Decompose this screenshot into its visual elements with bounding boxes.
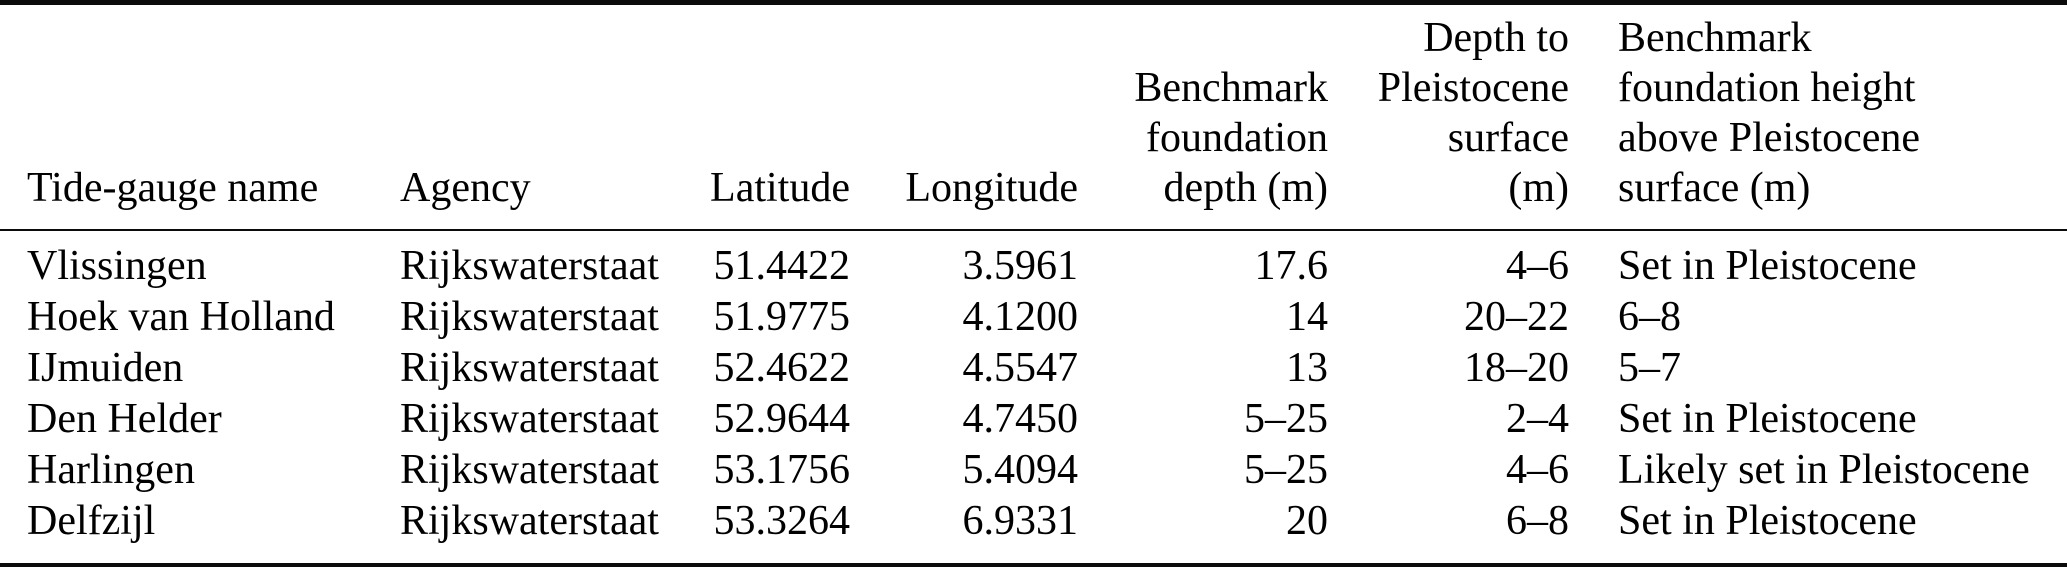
header-cell-depth-to-pleistocene-surface: Depth to Pleistocene surface (m) [1328, 2, 1569, 231]
header-cell-longitude: Longitude [850, 2, 1078, 231]
cell-tide-gauge-name: Delfzijl [27, 498, 156, 544]
cell-depth-to-pleistocene-surface: 4–6 [1506, 447, 1569, 493]
table-row-vlissingen: Vlissingen Rijkswaterstaat 51.4422 3.596… [0, 230, 2067, 292]
cell-latitude: 52.4622 [713, 345, 851, 391]
cell-longitude: 4.5547 [962, 345, 1079, 391]
cell-benchmark-foundation-height: Likely set in Pleistocene [1618, 447, 2030, 493]
cell-agency: Rijkswaterstaat [400, 243, 659, 289]
cell-tide-gauge-name: Den Helder [27, 396, 222, 442]
cell-benchmark-foundation-height: Set in Pleistocene [1618, 396, 1917, 442]
cell-benchmark-foundation-depth: 5–25 [1244, 396, 1328, 442]
cell-benchmark-foundation-height: Set in Pleistocene [1618, 498, 1917, 544]
cell-tide-gauge-name: Vlissingen [27, 243, 207, 289]
table-row-harlingen: Harlingen Rijkswaterstaat 53.1756 5.4094… [0, 445, 2067, 496]
table-header-row: Tide-gauge name Agency Latitude Longitud… [0, 2, 2067, 231]
cell-longitude: 3.5961 [962, 243, 1079, 289]
cell-agency: Rijkswaterstaat [400, 498, 659, 544]
cell-longitude: 6.9331 [962, 498, 1079, 544]
header-cell-tide-gauge-name: Tide-gauge name [0, 2, 400, 231]
table-header: Tide-gauge name Agency Latitude Longitud… [0, 2, 2067, 231]
table-row-hoek-van-holland: Hoek van Holland Rijkswaterstaat 51.9775… [0, 292, 2067, 343]
table-row-delfzijl: Delfzijl Rijkswaterstaat 53.3264 6.9331 … [0, 496, 2067, 565]
cell-longitude: 4.7450 [962, 396, 1079, 442]
cell-depth-to-pleistocene-surface: 2–4 [1506, 396, 1569, 442]
cell-benchmark-foundation-depth: 13 [1286, 345, 1328, 391]
cell-depth-to-pleistocene-surface: 18–20 [1464, 345, 1569, 391]
cell-agency: Rijkswaterstaat [400, 396, 659, 442]
cell-tide-gauge-name: IJmuiden [27, 345, 184, 391]
header-cell-benchmark-foundation-depth: Benchmark foundation depth (m) [1078, 2, 1328, 231]
cell-agency: Rijkswaterstaat [400, 345, 659, 391]
cell-longitude: 5.4094 [962, 447, 1079, 493]
cell-depth-to-pleistocene-surface: 6–8 [1506, 498, 1569, 544]
cell-depth-to-pleistocene-surface: 4–6 [1506, 243, 1569, 289]
cell-benchmark-foundation-depth: 14 [1286, 294, 1328, 340]
header-cell-agency: Agency [400, 2, 700, 231]
cell-agency: Rijkswaterstaat [400, 447, 659, 493]
cell-benchmark-foundation-height: 6–8 [1618, 294, 1681, 340]
table-body: Vlissingen Rijkswaterstaat 51.4422 3.596… [0, 230, 2067, 565]
table-row-den-helder: Den Helder Rijkswaterstaat 52.9644 4.745… [0, 394, 2067, 445]
cell-latitude: 53.3264 [713, 498, 851, 544]
table-row-ijmuiden: IJmuiden Rijkswaterstaat 52.4622 4.5547 … [0, 343, 2067, 394]
cell-benchmark-foundation-depth: 5–25 [1244, 447, 1328, 493]
header-cell-latitude: Latitude [700, 2, 850, 231]
cell-latitude: 51.9775 [713, 294, 851, 340]
cell-latitude: 52.9644 [713, 396, 851, 442]
cell-benchmark-foundation-depth: 17.6 [1254, 243, 1329, 289]
cell-tide-gauge-name: Harlingen [27, 447, 195, 493]
cell-agency: Rijkswaterstaat [400, 294, 659, 340]
header-cell-benchmark-foundation-height: Benchmark foundation height above Pleist… [1569, 2, 2067, 231]
cell-tide-gauge-name: Hoek van Holland [27, 294, 335, 340]
cell-latitude: 51.4422 [713, 243, 851, 289]
cell-benchmark-foundation-depth: 20 [1286, 498, 1328, 544]
cell-depth-to-pleistocene-surface: 20–22 [1464, 294, 1569, 340]
cell-latitude: 53.1756 [713, 447, 851, 493]
cell-longitude: 4.1200 [962, 294, 1079, 340]
cell-benchmark-foundation-height: 5–7 [1618, 345, 1681, 391]
cell-benchmark-foundation-height: Set in Pleistocene [1618, 243, 1917, 289]
